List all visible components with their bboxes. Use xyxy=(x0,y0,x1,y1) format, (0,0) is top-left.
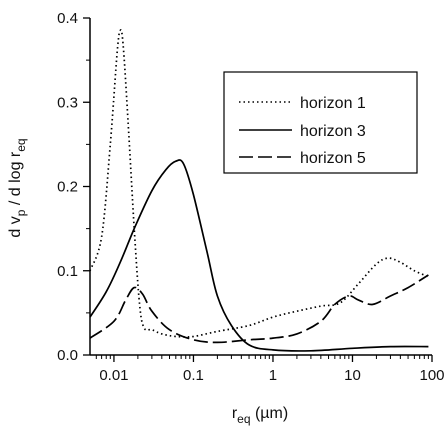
series-line-horizon-3 xyxy=(89,159,429,352)
series-line-horizon-1 xyxy=(89,29,429,338)
x-axis-label: req (µm) xyxy=(232,405,288,426)
x-ticks: 0.01 0.1 1 10 100 xyxy=(95,355,445,384)
y-tick-label: 0.1 xyxy=(57,263,78,280)
legend-label-horizon-3: horizon 3 xyxy=(300,123,366,140)
x-tick-label: 0.1 xyxy=(183,367,204,384)
x-axis-label-unit: (µm) xyxy=(251,405,289,422)
y-tick-label: 0.0 xyxy=(57,347,78,364)
y-axis-label: d vp / d log req xyxy=(7,138,28,237)
legend: horizon 1 horizon 3 horizon 5 xyxy=(223,71,418,174)
legend-label-horizon-5: horizon 5 xyxy=(300,150,366,167)
x-axis-label-subscript: eq xyxy=(237,412,250,426)
x-tick-label: 10 xyxy=(344,367,361,384)
y-tick-label: 0.3 xyxy=(57,94,78,111)
series-line-horizon-5 xyxy=(89,274,429,344)
y-axis-label-subscript-2: eq xyxy=(14,138,28,151)
x-tick-label: 0.01 xyxy=(99,367,128,384)
y-axis-label-part-1: d v xyxy=(7,216,24,237)
legend-label-horizon-1: horizon 1 xyxy=(300,95,366,112)
y-axis-label-subscript-1: p xyxy=(14,209,28,216)
legend-box xyxy=(223,71,418,174)
y-tick-label: 0.2 xyxy=(57,179,78,196)
y-tick-label: 0.4 xyxy=(57,10,78,27)
y-axis-label-part-2: / d log r xyxy=(7,151,24,209)
series-lines xyxy=(89,29,429,352)
x-tick-label: 100 xyxy=(419,367,444,384)
x-tick-label: 1 xyxy=(269,367,277,384)
x-axis-label-main: r xyxy=(232,405,238,422)
y-ticks: 0.0 0.1 0.2 0.3 0.4 xyxy=(57,10,90,364)
plot-area: 0.01 0.1 1 10 100 0.0 0.1 0.2 0.3 0.4 xyxy=(57,10,444,384)
